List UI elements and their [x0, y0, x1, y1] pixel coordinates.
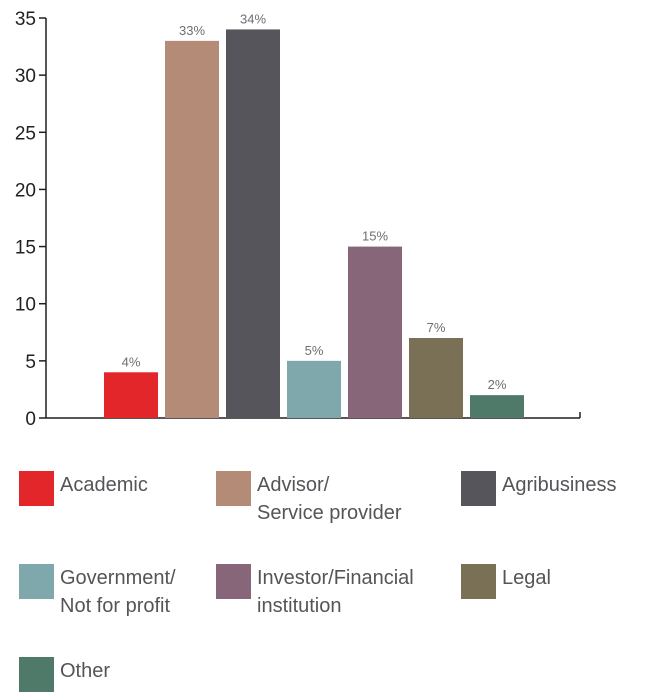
y-tick-label: 5: [25, 352, 36, 373]
legend-item: Investor/Financial institution: [216, 564, 414, 620]
legend-swatch: [19, 657, 54, 692]
bar-chart: 0 5 10 15 20 25 30 35 4% 33% 34% 5% 15% 7% 2%: [15, 9, 581, 430]
y-tick-label: 15: [15, 238, 36, 259]
bar: [287, 360, 341, 418]
bar: [409, 338, 463, 418]
y-tick-label: 20: [15, 180, 36, 201]
y-tick-label: 30: [15, 66, 36, 87]
legend-label: Government/ Not for profit: [60, 567, 176, 617]
legend-swatch: [216, 471, 251, 506]
data-label: 15%: [362, 229, 388, 244]
legend-swatch: [461, 471, 496, 506]
legend-item: Other: [19, 657, 110, 692]
legend-label: Advisor/ Service provider: [257, 474, 402, 524]
data-label: 7%: [427, 320, 446, 335]
legend-item: Academic: [19, 471, 148, 506]
legend-item: Legal: [461, 564, 551, 599]
y-tick-label: 35: [15, 9, 36, 30]
legend-item: Agribusiness: [461, 471, 617, 506]
bar: [165, 40, 219, 418]
data-label: 4%: [122, 354, 141, 369]
legend: Academic Advisor/ Service provider Agribus…: [0, 465, 647, 692]
legend-label: Other: [60, 660, 111, 682]
data-label: 34%: [240, 11, 266, 26]
legend-swatch: [19, 471, 54, 506]
legend-label: Legal: [502, 567, 551, 589]
bar: [470, 395, 524, 418]
bars: [104, 29, 524, 419]
legend-item: Advisor/ Service provider: [216, 471, 402, 527]
y-tick-label: 0: [25, 409, 36, 430]
legend-swatch: [216, 564, 251, 599]
bar: [348, 246, 402, 418]
data-labels: 4% 33% 34% 5% 15% 7% 2%: [122, 11, 507, 392]
legend-swatch: [461, 564, 496, 599]
legend-label: Academic: [60, 474, 148, 496]
legend-item: Government/ Not for profit: [19, 564, 176, 620]
legend-swatch: [19, 564, 54, 599]
data-label: 5%: [305, 343, 324, 358]
bar: [104, 372, 158, 418]
bar: [226, 29, 280, 419]
legend-label: Agribusiness: [502, 474, 617, 496]
legend-label: Investor/Financial institution: [257, 567, 414, 617]
y-tick-label: 10: [15, 295, 36, 316]
y-tick-label: 25: [15, 123, 36, 144]
data-label: 2%: [488, 377, 507, 392]
data-label: 33%: [179, 23, 205, 38]
